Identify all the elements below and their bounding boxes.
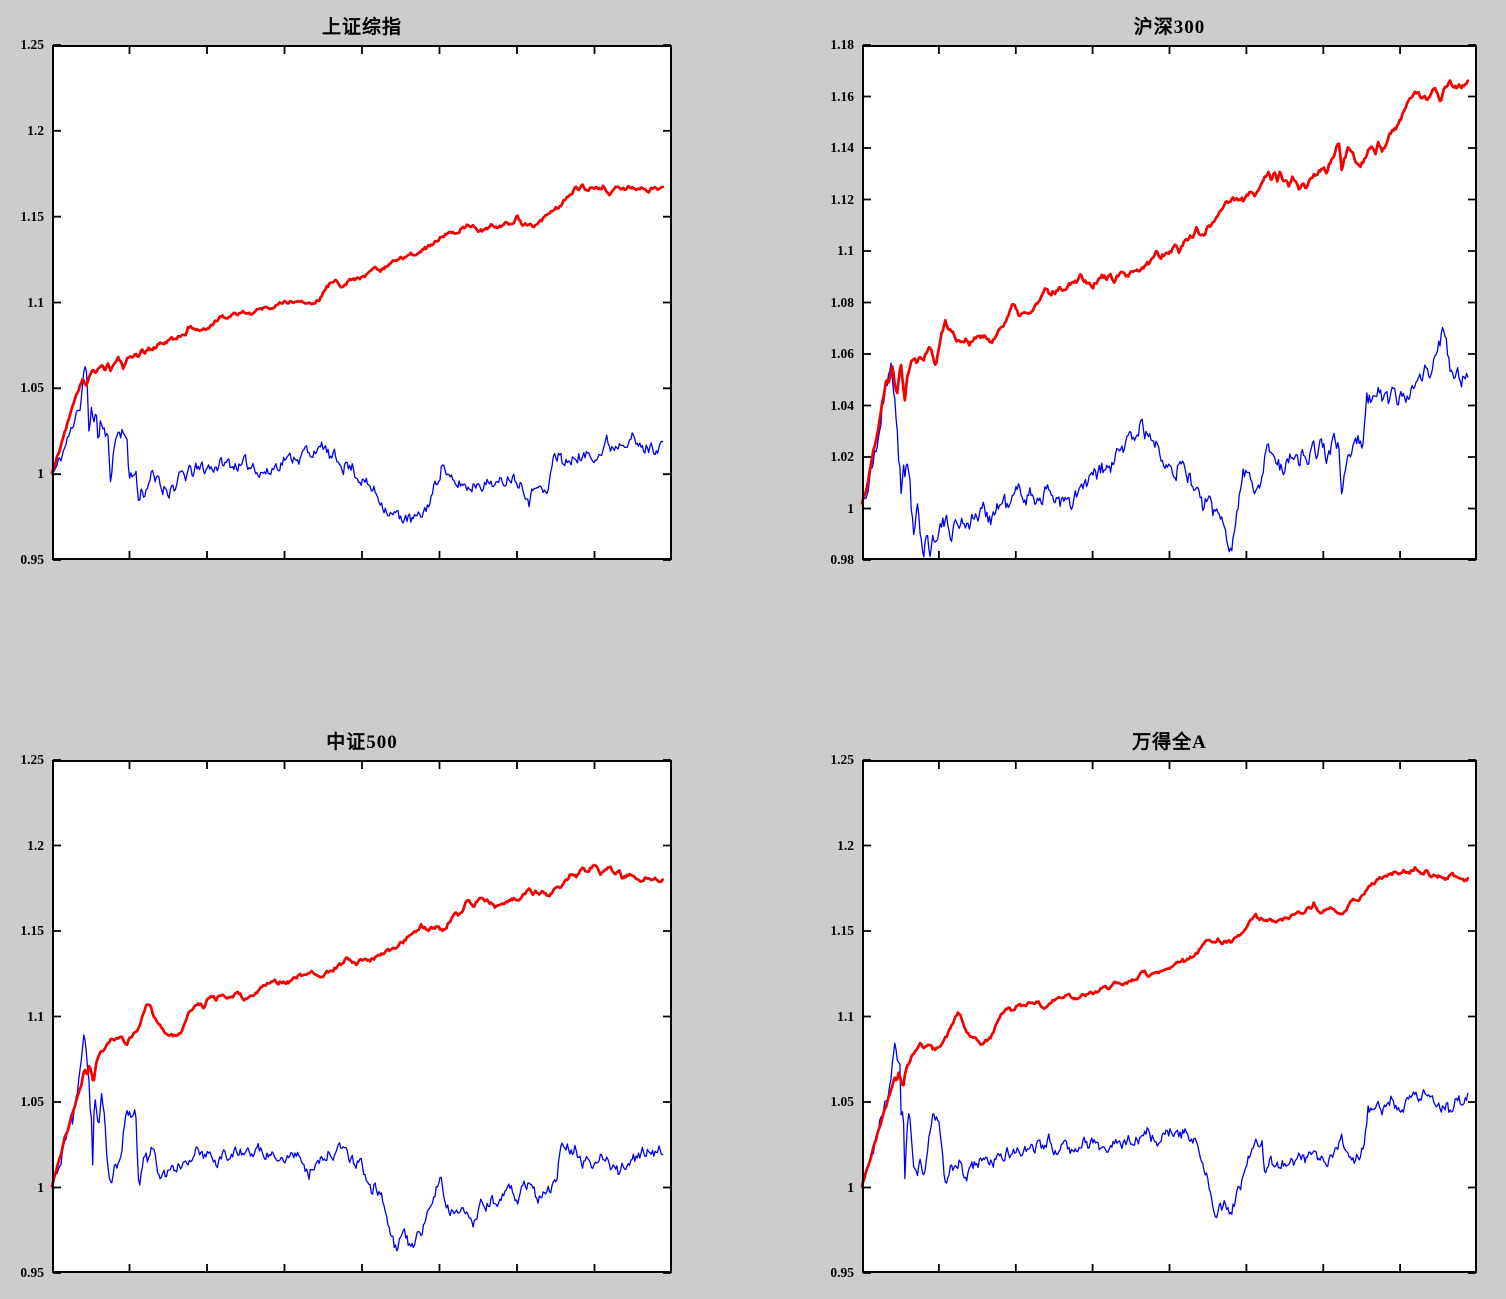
y-tick-label: 0.95 (830, 1265, 854, 1280)
y-tick-label: 1.25 (830, 752, 854, 767)
plot-area (50, 759, 672, 1274)
y-tick-label: 1.15 (830, 923, 854, 938)
chart-title: 万得全A (1132, 732, 1207, 753)
y-tick-label: 1.06 (830, 346, 854, 361)
y-tick-label: 1.1 (837, 243, 854, 258)
y-tick-label: 0.98 (830, 552, 854, 567)
y-tick-label: 1.1 (837, 1008, 854, 1024)
y-tick-label: 0.95 (20, 552, 44, 567)
chart-sse-composite: 上证综指 0.95 1 1.05 1.1 1.15 1.2 1.25 (20, 17, 672, 567)
chart-title: 中证500 (326, 732, 398, 753)
y-tick-label: 1.02 (830, 449, 854, 464)
y-tick-label: 1.05 (830, 1094, 854, 1109)
y-tick-label: 1.25 (20, 37, 44, 52)
y-tick-label: 1.15 (20, 923, 44, 938)
y-tick-label: 1.12 (830, 191, 854, 207)
plot-area (50, 44, 672, 561)
chart-title: 上证综指 (321, 17, 402, 38)
y-tick-label: 1.04 (830, 397, 854, 413)
plot-area (860, 759, 1477, 1274)
y-tick-label: 1.05 (20, 380, 44, 396)
chart-wind-all-a: 万得全A 0.95 1 1.05 1.1 1.15 1.2 1.25 (830, 732, 1477, 1280)
y-tick-label: 1.2 (27, 837, 44, 853)
y-tick-label: 1.1 (27, 1008, 44, 1024)
y-tick-label: 1.2 (837, 837, 854, 853)
y-tick-label: 1.2 (27, 122, 44, 138)
plot-area (860, 44, 1477, 561)
y-tick-label: 1.1 (27, 294, 44, 310)
y-tick-label: 1.05 (20, 1094, 44, 1109)
y-tick-label: 1.08 (830, 294, 854, 310)
y-tick-label: 1.16 (830, 88, 854, 104)
chart-title: 沪深300 (1133, 17, 1206, 38)
y-tick-label: 1 (847, 500, 854, 516)
chart-csi300: 沪深300 0.98 1 1.02 1.04 1.06 1.08 1.1 1.12 1.14 1.… (830, 17, 1477, 567)
y-tick-label: 1 (37, 466, 44, 482)
y-tick-label: 1.18 (830, 37, 854, 52)
y-tick-label: 1.25 (20, 752, 44, 767)
y-tick-label: 1 (847, 1179, 854, 1195)
y-tick-label: 1.15 (20, 208, 44, 224)
y-tick-label: 0.95 (20, 1265, 44, 1280)
chart-csi500: 中证500 0.95 1 1.05 1.1 1.15 1.2 1.25 (20, 732, 672, 1280)
y-tick-label: 1 (37, 1179, 44, 1195)
y-tick-label: 1.14 (830, 140, 854, 155)
